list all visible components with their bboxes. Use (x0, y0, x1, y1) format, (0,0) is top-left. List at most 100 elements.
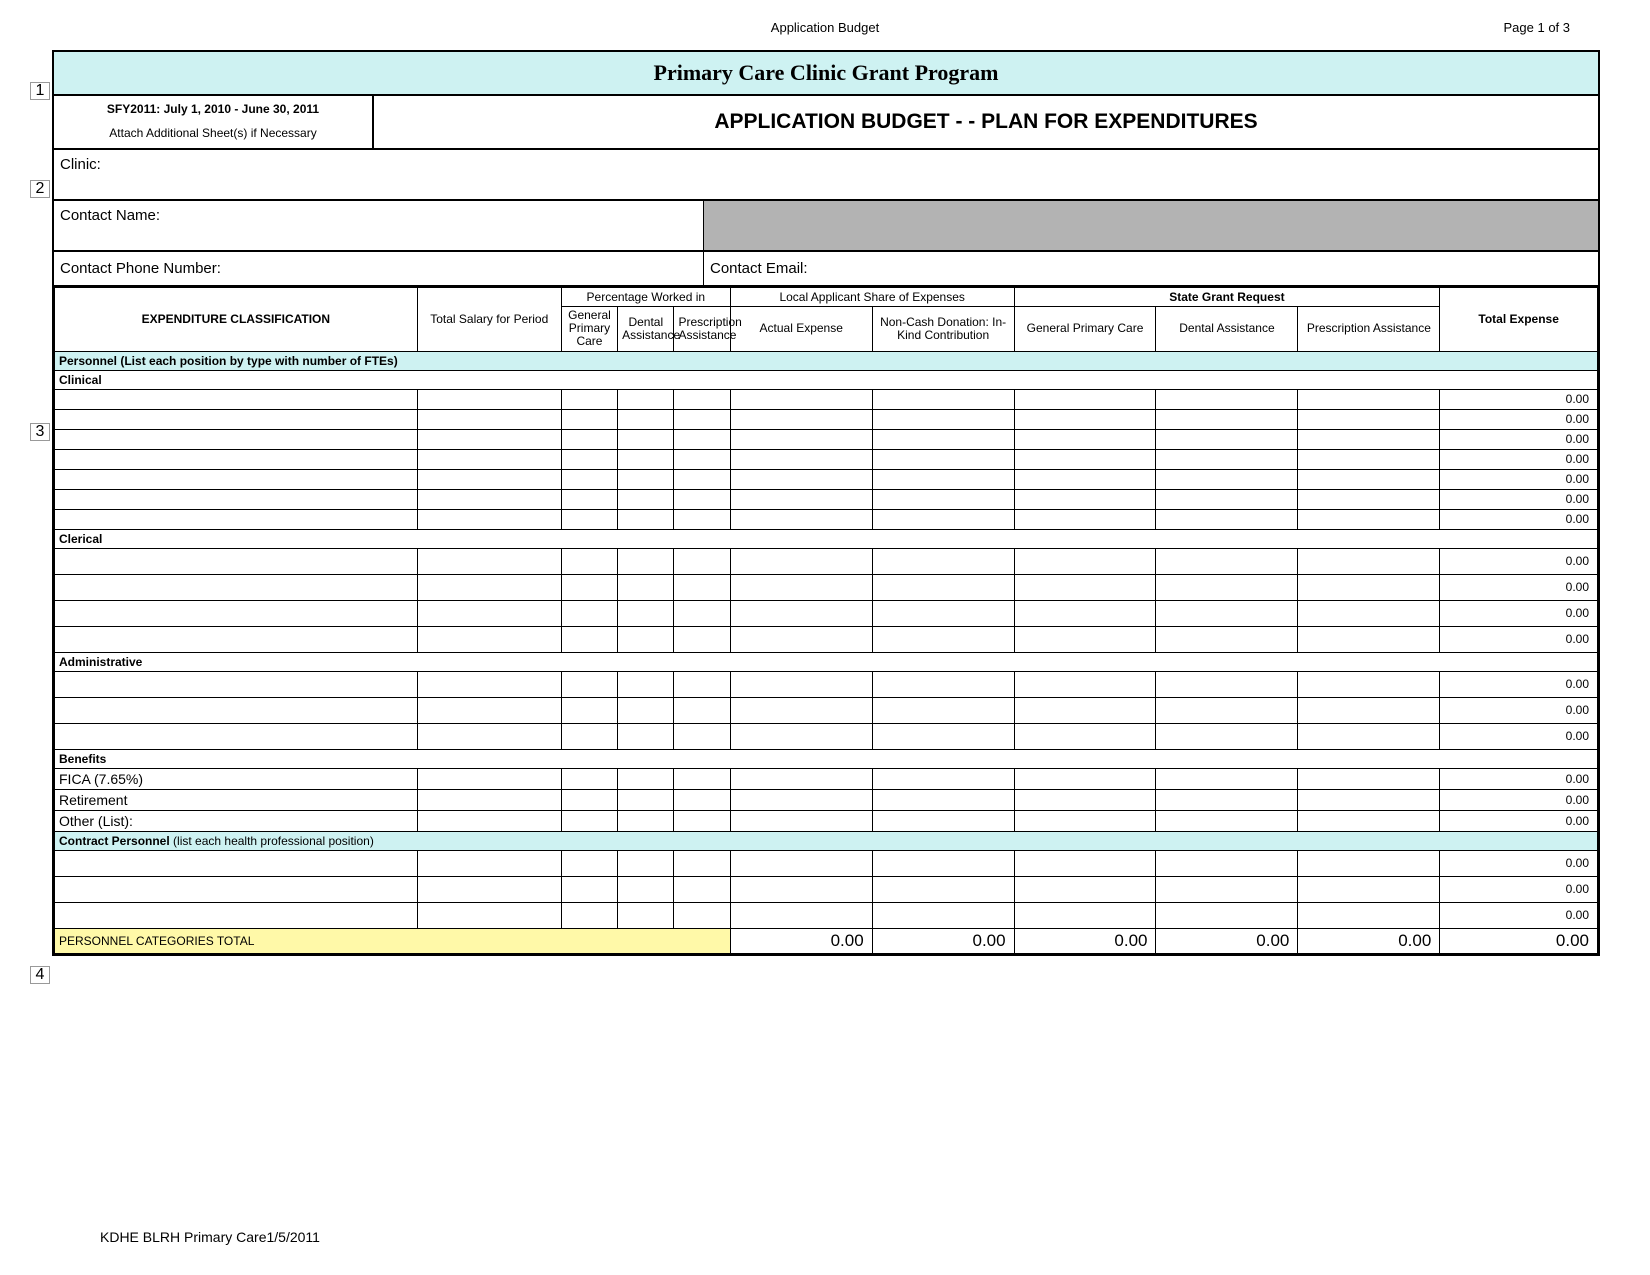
contact-name-field[interactable]: Contact Name: (54, 201, 704, 250)
subtitle-row: SFY2011: July 1, 2010 - June 30, 2011 At… (54, 96, 1598, 150)
section-personnel-label: Personnel (List each position by type wi… (55, 351, 1598, 370)
blank-gray-cell (704, 201, 1598, 250)
table-row[interactable]: 0.00 (55, 626, 1598, 652)
totals-sg-dental: 0.00 (1156, 928, 1298, 953)
sub-sg-dental: Dental Assistance (1156, 307, 1298, 352)
table-row[interactable]: 0.00 (55, 548, 1598, 574)
col-state-grant: State Grant Request (1014, 288, 1440, 307)
col-total-salary: Total Salary for Period (417, 288, 561, 352)
budget-table: EXPENDITURE CLASSIFICATION Total Salary … (54, 287, 1598, 954)
subcat-clinical-label: Clinical (55, 370, 1598, 389)
row-total: 0.00 (1440, 626, 1598, 652)
table-row[interactable]: 0.00 (55, 850, 1598, 876)
row-total: 0.00 (1440, 789, 1598, 810)
contact-name-row: Contact Name: (54, 201, 1598, 252)
totals-total: 0.00 (1440, 928, 1598, 953)
budget-sheet: Primary Care Clinic Grant Program SFY201… (52, 50, 1600, 956)
row-marker-3[interactable]: 3 (30, 423, 50, 441)
row-total: 0.00 (1440, 548, 1598, 574)
header-group-row: EXPENDITURE CLASSIFICATION Total Salary … (55, 288, 1598, 307)
row-fica[interactable]: FICA (7.65%) 0.00 (55, 768, 1598, 789)
row-total: 0.00 (1440, 850, 1598, 876)
sub-actual: Actual Expense (730, 307, 872, 352)
page: Application Budget Page 1 of 3 1 2 3 4 P… (0, 0, 1650, 1275)
table-row[interactable]: 0.00 (55, 600, 1598, 626)
table-row[interactable]: 0.00 (55, 876, 1598, 902)
subcat-benefits: Benefits (55, 749, 1598, 768)
clinic-field[interactable]: Clinic: (54, 150, 1598, 201)
row-total: 0.00 (1440, 409, 1598, 429)
col-pct-worked: Percentage Worked in (561, 288, 730, 307)
table-row[interactable]: 0.00 (55, 902, 1598, 928)
contact-name-label: Contact Name: (60, 207, 160, 224)
other-label: Other (List): (55, 810, 418, 831)
col-exp-class: EXPENDITURE CLASSIFICATION (55, 288, 418, 352)
attach-note: Attach Additional Sheet(s) if Necessary (58, 126, 368, 140)
table-row[interactable]: 0.00 (55, 671, 1598, 697)
contact-phone-label: Contact Phone Number: (60, 260, 221, 277)
clinic-label: Clinic: (60, 156, 101, 173)
table-row[interactable]: 0.00 (55, 723, 1598, 749)
page-footer: KDHE BLRH Primary Care1/5/2011 (100, 1229, 320, 1245)
row-total: 0.00 (1440, 671, 1598, 697)
row-total: 0.00 (1440, 509, 1598, 529)
header-page-num: Page 1 of 3 (1504, 20, 1571, 35)
row-total: 0.00 (1440, 489, 1598, 509)
row-total: 0.00 (1440, 469, 1598, 489)
row-total: 0.00 (1440, 697, 1598, 723)
totals-noncash: 0.00 (872, 928, 1014, 953)
sfy-period: SFY2011: July 1, 2010 - June 30, 2011 (58, 102, 368, 116)
header-title: Application Budget (771, 20, 879, 35)
table-row[interactable]: 0.00 (55, 389, 1598, 409)
row-total: 0.00 (1440, 449, 1598, 469)
row-total: 0.00 (1440, 902, 1598, 928)
contact-email-label: Contact Email: (710, 260, 808, 277)
fica-label: FICA (7.65%) (55, 768, 418, 789)
row-total: 0.00 (1440, 389, 1598, 409)
sub-sg-gen: General Primary Care (1014, 307, 1156, 352)
table-row[interactable]: 0.00 (55, 489, 1598, 509)
row-marker-4[interactable]: 4 (30, 966, 50, 984)
subcat-clerical-label: Clerical (55, 529, 1598, 548)
row-total: 0.00 (1440, 876, 1598, 902)
budget-subtitle: APPLICATION BUDGET - - PLAN FOR EXPENDIT… (374, 96, 1598, 148)
row-total: 0.00 (1440, 600, 1598, 626)
subcat-admin-label: Administrative (55, 652, 1598, 671)
totals-sg-rx: 0.00 (1298, 928, 1440, 953)
totals-label: PERSONNEL CATEGORIES TOTAL (55, 928, 731, 953)
totals-row: PERSONNEL CATEGORIES TOTAL 0.00 0.00 0.0… (55, 928, 1598, 953)
table-row[interactable]: 0.00 (55, 469, 1598, 489)
retirement-label: Retirement (55, 789, 418, 810)
row-marker-1[interactable]: 1 (30, 82, 50, 100)
contact-phone-row: Contact Phone Number: Contact Email: (54, 252, 1598, 287)
table-row[interactable]: 0.00 (55, 449, 1598, 469)
subcat-benefits-label: Benefits (55, 749, 1598, 768)
col-local-share: Local Applicant Share of Expenses (730, 288, 1014, 307)
table-row[interactable]: 0.00 (55, 429, 1598, 449)
contact-phone-field[interactable]: Contact Phone Number: (54, 252, 704, 285)
section-contract-label: Contract Personnel (list each health pro… (55, 831, 1598, 850)
row-total: 0.00 (1440, 574, 1598, 600)
subcat-clinical: Clinical (55, 370, 1598, 389)
row-total: 0.00 (1440, 429, 1598, 449)
totals-sg-gen: 0.00 (1014, 928, 1156, 953)
sub-gen-pc: General Primary Care (561, 307, 617, 352)
table-row[interactable]: 0.00 (55, 409, 1598, 429)
subcat-clerical: Clerical (55, 529, 1598, 548)
row-other[interactable]: Other (List): 0.00 (55, 810, 1598, 831)
section-personnel: Personnel (List each position by type wi… (55, 351, 1598, 370)
row-total: 0.00 (1440, 723, 1598, 749)
contact-email-field[interactable]: Contact Email: (704, 252, 1598, 285)
totals-actual: 0.00 (730, 928, 872, 953)
table-row[interactable]: 0.00 (55, 697, 1598, 723)
row-retirement[interactable]: Retirement 0.00 (55, 789, 1598, 810)
table-row[interactable]: 0.00 (55, 509, 1598, 529)
table-row[interactable]: 0.00 (55, 574, 1598, 600)
row-total: 0.00 (1440, 810, 1598, 831)
sub-dental: Dental Assistance (618, 307, 674, 352)
sub-sg-rx: Prescription Assistance (1298, 307, 1440, 352)
subcat-admin: Administrative (55, 652, 1598, 671)
row-marker-2[interactable]: 2 (30, 180, 50, 198)
row-total: 0.00 (1440, 768, 1598, 789)
sub-rx: Prescription Assistance (674, 307, 730, 352)
